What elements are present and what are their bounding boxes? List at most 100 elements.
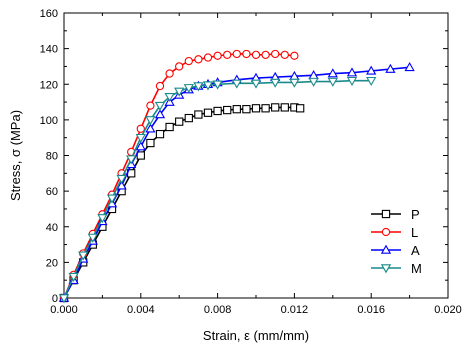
data-point-L	[213, 51, 222, 60]
data-point-P	[251, 104, 261, 113]
data-point-L	[271, 49, 280, 59]
data-point-P	[271, 103, 280, 112]
series-layer	[58, 49, 415, 304]
data-point-M	[116, 174, 127, 184]
y-tick-label: 20	[46, 257, 58, 269]
y-tick-label: 40	[46, 222, 58, 234]
legend-marker-L	[381, 227, 391, 237]
data-point-M	[97, 214, 108, 224]
data-point-L	[261, 50, 270, 60]
data-point-M	[145, 116, 156, 126]
data-point-M	[308, 77, 319, 87]
data-point-L	[290, 51, 299, 60]
legend-marker-A	[380, 244, 392, 254]
legend-label-L: L	[411, 225, 418, 240]
legend-label-M: M	[411, 261, 422, 276]
data-point-L	[232, 49, 241, 59]
y-tick-label: 0	[52, 293, 58, 305]
data-point-A	[135, 141, 146, 151]
y-tick-label: 100	[40, 115, 58, 127]
data-point-P	[184, 113, 193, 123]
data-point-P	[296, 104, 305, 113]
x-tick-label: 0.000	[50, 304, 78, 316]
data-point-P	[203, 108, 213, 117]
data-point-A	[116, 180, 127, 190]
data-point-M	[87, 233, 98, 243]
data-point-L	[165, 69, 174, 78]
legend-label-A: A	[411, 243, 420, 258]
data-point-M	[183, 84, 194, 94]
y-tick-label: 140	[40, 44, 58, 56]
series-line-P	[63, 106, 301, 299]
y-axis: 0 20 40 60 80 100 120 140 160	[40, 8, 448, 305]
data-point-M	[327, 77, 338, 87]
data-point-M	[154, 101, 166, 111]
data-point-P	[194, 110, 203, 119]
data-point-M	[135, 133, 146, 144]
data-point-L	[223, 50, 232, 60]
data-point-P	[175, 117, 184, 126]
data-point-P	[223, 105, 232, 115]
data-point-M	[58, 294, 70, 304]
data-point-M	[250, 79, 262, 89]
data-point-M	[289, 78, 300, 88]
series-line-A	[63, 66, 410, 299]
data-point-M	[68, 272, 79, 282]
data-point-A	[346, 67, 358, 77]
data-point-P	[146, 138, 155, 148]
series-A	[58, 62, 415, 302]
x-axis-title: Strain, ε (mm/mm)	[203, 328, 309, 343]
data-point-L	[184, 56, 193, 66]
data-point-M	[202, 81, 214, 91]
data-point-P	[165, 122, 174, 132]
data-point-A	[145, 123, 156, 133]
data-point-M	[270, 78, 281, 88]
x-tick-label: 0.016	[357, 304, 385, 316]
data-point-M	[106, 194, 118, 204]
series-P	[59, 103, 305, 303]
data-point-M	[193, 82, 204, 92]
data-point-P	[261, 104, 270, 113]
data-point-M	[126, 155, 137, 165]
data-point-L	[242, 49, 251, 59]
data-point-L	[194, 55, 203, 64]
legend-marker-M	[380, 264, 392, 274]
data-point-A	[385, 63, 396, 73]
data-point-M	[78, 251, 89, 261]
data-point-P	[213, 106, 222, 116]
data-point-M	[346, 76, 358, 87]
data-point-L	[155, 81, 165, 91]
data-point-L	[136, 124, 145, 133]
data-point-P	[280, 103, 289, 112]
data-point-M	[164, 92, 175, 103]
data-point-A	[366, 65, 377, 75]
data-point-P	[136, 151, 145, 160]
data-point-A	[404, 62, 415, 72]
series-M	[58, 76, 377, 304]
data-point-P	[242, 105, 251, 114]
data-point-L	[175, 62, 184, 71]
data-point-L	[251, 50, 261, 60]
data-point-M	[174, 87, 185, 97]
x-tick-label: 0.012	[281, 304, 309, 316]
y-tick-label: 120	[40, 79, 58, 91]
data-point-A	[154, 109, 166, 119]
x-tick-label: 0.008	[204, 304, 232, 316]
data-point-A	[327, 68, 338, 78]
x-tick-label: 0.020	[434, 304, 462, 316]
legend-label-P: P	[411, 207, 420, 222]
x-tick-label: 0.004	[127, 304, 155, 316]
data-point-L	[146, 101, 155, 110]
data-point-M	[231, 79, 242, 89]
y-tick-label: 80	[46, 151, 58, 163]
data-point-P	[232, 105, 241, 114]
legend-marker-P	[381, 209, 391, 219]
x-axis: 0.000 0.004 0.008 0.012 0.016 0.020	[50, 13, 462, 316]
data-point-M	[366, 76, 377, 87]
y-tick-label: 160	[40, 8, 58, 20]
data-point-P	[155, 129, 165, 139]
data-point-L	[203, 53, 213, 62]
y-axis-title: Stress, σ (MPa)	[8, 110, 23, 201]
